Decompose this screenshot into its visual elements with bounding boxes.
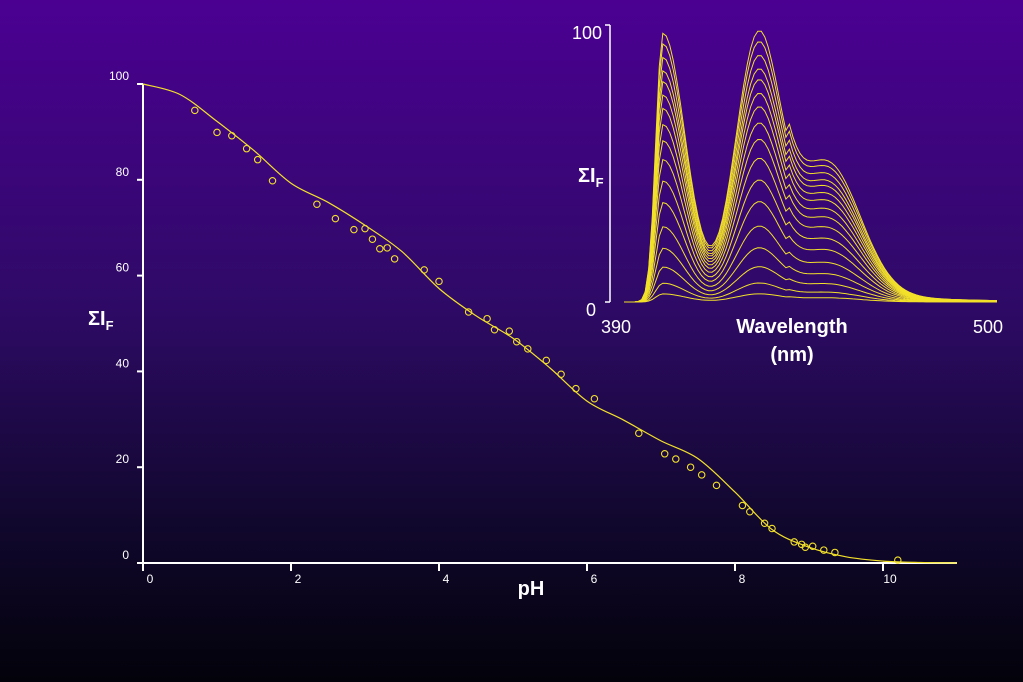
data-point	[253, 155, 262, 164]
spectrum-series-line	[624, 247, 997, 303]
x-tick-label: 8	[739, 572, 746, 586]
data-point	[464, 308, 473, 316]
inset-y-axis-label: ΣIF	[578, 165, 604, 190]
data-point	[213, 128, 221, 137]
y-tick-label: 80	[116, 165, 130, 179]
spectrum-series-line	[624, 138, 998, 303]
x-tick-label: 2	[295, 572, 302, 586]
data-point	[590, 394, 599, 403]
data-point	[268, 177, 277, 185]
y-tick-label: 40	[116, 356, 130, 370]
x-axis-label: pH	[518, 578, 545, 600]
data-point	[331, 214, 340, 223]
spectrum-series-line	[624, 266, 997, 303]
y-tick-label: 20	[116, 452, 130, 466]
data-point	[490, 325, 499, 334]
data-point	[712, 481, 721, 490]
data-point	[660, 450, 669, 458]
inset-y-tick-label-min: 0	[586, 300, 596, 320]
data-point	[746, 507, 754, 516]
data-point	[635, 429, 643, 437]
inset-x-tick-label-max: 500	[973, 317, 1003, 337]
inset-y-axis-label-main: ΣI	[578, 165, 596, 187]
data-point	[686, 463, 695, 471]
spectrum-series-line	[624, 92, 997, 303]
data-point	[435, 277, 443, 286]
data-point	[420, 266, 428, 274]
spectrum-series-line	[624, 79, 997, 303]
data-point	[376, 245, 384, 253]
spectrum-series-line	[624, 41, 997, 303]
data-point	[808, 542, 817, 550]
data-point	[383, 244, 391, 252]
data-point	[572, 384, 580, 393]
spectrum-series-line	[624, 293, 997, 303]
data-point	[831, 548, 839, 557]
inset-y-axis-label-subscript: F	[596, 175, 604, 190]
data-point	[512, 337, 521, 346]
data-point	[313, 200, 321, 208]
data-point	[242, 144, 251, 153]
y-axis-label-main: ΣI	[88, 308, 106, 330]
data-point	[390, 255, 399, 263]
y-axis-label-subscript: F	[106, 318, 114, 333]
x-tick-label: 10	[883, 572, 897, 586]
data-point	[820, 546, 828, 554]
inset-y-tick-label-max: 100	[572, 23, 602, 43]
data-point	[228, 131, 236, 140]
data-point	[768, 524, 776, 533]
data-point	[524, 345, 532, 353]
x-tick-label: 4	[443, 572, 450, 586]
fit-curve-line	[142, 83, 958, 564]
data-point	[191, 106, 199, 115]
data-point	[361, 224, 369, 233]
spectrum-series-line	[624, 225, 997, 303]
y-tick-label: 60	[116, 261, 130, 275]
data-point	[542, 356, 551, 365]
inset-x-axis-label-line1: Wavelength	[736, 316, 848, 338]
data-point	[672, 455, 680, 463]
data-point	[697, 471, 706, 479]
data-point	[790, 538, 798, 546]
data-point	[350, 225, 358, 234]
data-point	[894, 556, 902, 564]
x-tick-label: 6	[591, 572, 598, 586]
data-point	[738, 501, 747, 510]
data-point	[368, 235, 377, 243]
y-tick-label: 0	[122, 548, 129, 562]
y-axis-label: ΣIF	[88, 308, 114, 333]
data-point	[801, 543, 810, 551]
x-tick-label: 0	[147, 572, 154, 586]
data-point	[483, 314, 491, 323]
inset-x-tick-label-min: 390	[601, 317, 631, 337]
data-point	[505, 327, 514, 335]
spectrum-series-line	[624, 55, 997, 303]
inset-x-axis-label-line2: (nm)	[770, 344, 813, 366]
y-tick-label: 100	[109, 69, 129, 83]
data-point	[557, 370, 565, 379]
data-point	[760, 519, 769, 527]
